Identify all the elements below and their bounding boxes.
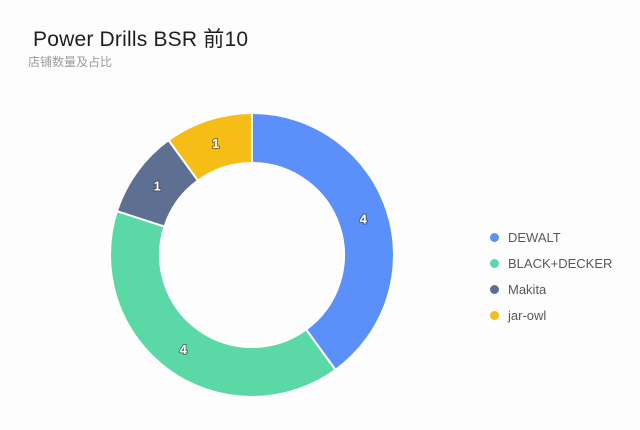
legend-item-black-decker[interactable]: BLACK+DECKER: [490, 250, 612, 276]
legend: DEWALT BLACK+DECKER Makita jar-owl: [490, 224, 612, 328]
chart-subtitle: 店铺数量及占比: [28, 55, 113, 69]
legend-dot-makita: [490, 284, 499, 294]
legend-dot-black-decker: [490, 258, 499, 268]
legend-item-makita[interactable]: Makita: [490, 276, 612, 302]
donut-slice-black-decker[interactable]: [109, 210, 337, 399]
legend-label-dewalt: DEWALT: [508, 229, 561, 245]
donut-slice-jar-owl[interactable]: [167, 112, 253, 182]
legend-label-black-decker: BLACK+DECKER: [508, 255, 613, 271]
legend-item-jar-owl[interactable]: jar-owl: [490, 302, 612, 328]
legend-label-makita: Makita: [508, 281, 547, 297]
donut-slice-dewalt[interactable]: [251, 112, 395, 371]
legend-dot-jar-owl: [490, 310, 499, 320]
legend-item-dewalt[interactable]: DEWALT: [490, 224, 612, 250]
legend-label-jar-owl: jar-owl: [508, 307, 547, 323]
chart-title: Power Drills BSR 前10: [33, 28, 249, 51]
legend-dot-dewalt: [490, 232, 499, 242]
